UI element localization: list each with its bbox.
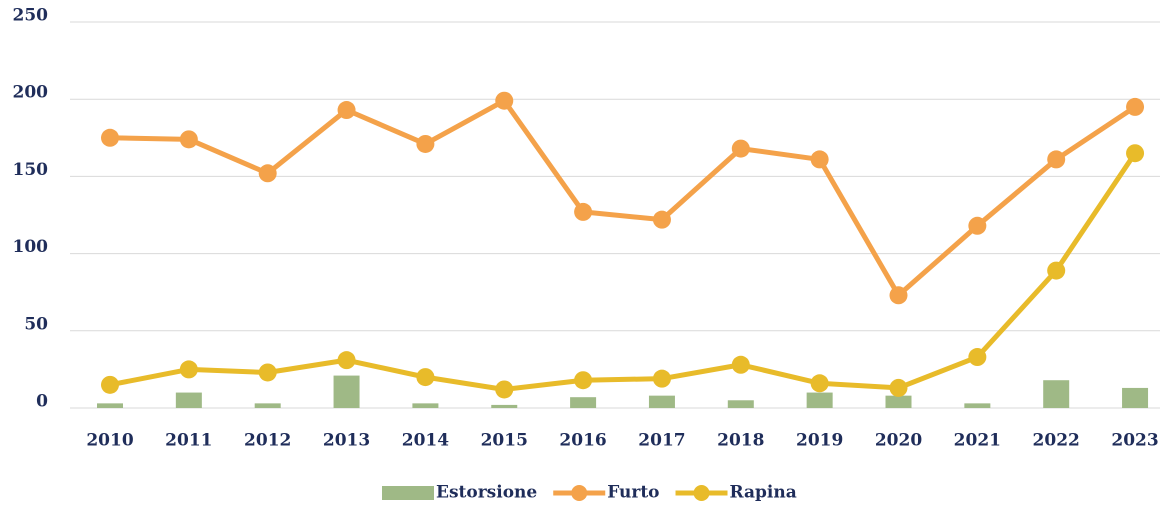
marker: [1047, 261, 1066, 280]
marker: [652, 210, 671, 229]
x-tick-label: 2014: [402, 431, 449, 451]
legend-label: Furto: [607, 483, 659, 503]
x-tick-label: 2013: [323, 431, 370, 451]
x-tick-label: 2022: [1033, 431, 1080, 451]
bar: [333, 375, 360, 408]
bar: [727, 400, 754, 408]
bar: [97, 403, 123, 408]
x-tick-label: 2010: [86, 431, 133, 451]
marker: [968, 348, 987, 367]
marker: [1126, 144, 1145, 163]
marker: [179, 130, 198, 149]
bar: [570, 397, 597, 408]
marker: [258, 363, 277, 382]
bar: [491, 404, 518, 408]
marker: [889, 378, 908, 397]
x-tick-label: 2015: [481, 431, 528, 451]
marker: [101, 128, 119, 147]
legend-swatch: [693, 485, 710, 501]
y-tick-label: 50: [24, 314, 48, 334]
bar: [175, 392, 202, 408]
y-tick-label: 100: [13, 237, 49, 257]
x-tick-label: 2016: [559, 431, 606, 451]
marker: [258, 164, 277, 183]
x-tick-label: 2021: [954, 431, 1001, 451]
bar: [885, 395, 912, 408]
marker: [810, 150, 829, 169]
marker: [416, 134, 435, 153]
legend-label: Rapina: [730, 483, 797, 503]
marker: [179, 360, 198, 379]
marker: [337, 351, 356, 370]
marker: [495, 380, 514, 399]
y-tick-label: 150: [13, 160, 49, 180]
marker: [652, 369, 671, 388]
x-tick-label: 2011: [165, 431, 212, 451]
marker: [416, 368, 435, 387]
x-tick-label: 2017: [638, 431, 685, 451]
x-tick-label: 2019: [796, 431, 843, 451]
marker: [1126, 97, 1145, 116]
bar: [254, 403, 281, 408]
marker: [889, 286, 908, 305]
marker: [1047, 150, 1066, 169]
x-tick-label: 2023: [1111, 431, 1158, 451]
x-tick-label: 2018: [717, 431, 764, 451]
marker: [968, 216, 987, 235]
bar: [412, 403, 439, 408]
marker: [731, 355, 750, 374]
marker: [337, 101, 356, 120]
marker: [495, 91, 514, 110]
marker: [574, 202, 593, 221]
y-tick-label: 250: [13, 6, 49, 26]
marker: [731, 139, 750, 158]
bar: [964, 403, 991, 408]
legend-label: Estorsione: [436, 483, 537, 503]
line: [109, 151, 1138, 392]
bar: [1043, 380, 1070, 408]
bar: [806, 392, 833, 408]
legend-swatch: [382, 486, 434, 500]
marker: [101, 375, 119, 394]
bar: [1122, 387, 1149, 408]
marker: [574, 371, 593, 390]
line: [109, 98, 1137, 298]
y-tick-label: 0: [36, 392, 48, 412]
marker: [810, 374, 829, 393]
bar: [648, 395, 675, 408]
y-tick-label: 200: [13, 83, 49, 103]
legend-swatch: [571, 485, 588, 501]
x-tick-label: 2020: [875, 431, 922, 451]
x-tick-label: 2012: [244, 431, 291, 451]
